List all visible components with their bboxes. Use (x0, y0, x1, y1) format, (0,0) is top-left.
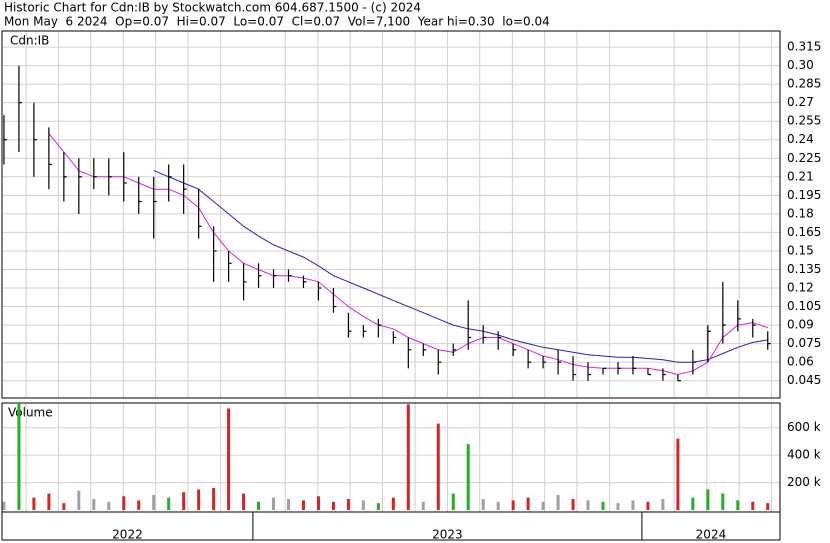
volume-bar (706, 489, 710, 510)
y-tick-label: 600 k (787, 420, 821, 434)
volume-bar (766, 503, 770, 510)
y-tick-label: 0.165 (787, 225, 821, 239)
y-tick-label: 0.225 (787, 151, 821, 165)
volume-bar (736, 500, 740, 510)
symbol-label: Cdn:IB (10, 34, 49, 48)
volume-label: Volume (8, 406, 53, 420)
y-tick-label: 0.27 (787, 95, 814, 109)
volume-bar (556, 494, 560, 510)
y-tick-label: 0.15 (787, 243, 814, 257)
volume-bar (661, 499, 665, 510)
volume-bar (571, 499, 575, 510)
volume-bar (721, 493, 725, 510)
volume-bar (32, 497, 36, 510)
y-tick-label: 200 k (787, 475, 821, 489)
volume-bar (212, 488, 216, 510)
volume-bar (122, 496, 126, 510)
volume-bar (286, 499, 290, 510)
volume-bar (152, 494, 156, 510)
volume-bar (646, 501, 650, 510)
y-tick-label: 0.255 (787, 114, 821, 128)
volume-bar (301, 500, 305, 510)
volume-bar (331, 501, 335, 510)
y-tick-label: 0.21 (787, 169, 814, 183)
y-tick-label: 0.30 (787, 58, 814, 72)
volume-bar (47, 493, 51, 510)
y-tick-label: 0.09 (787, 318, 814, 332)
volume-bar (182, 492, 186, 510)
volume-bar (62, 503, 66, 510)
volume-bar (346, 499, 350, 510)
volume-bar (496, 501, 500, 510)
header-line: Historic Chart for Cdn:IB by Stockwatch.… (4, 1, 421, 15)
y-tick-label: 0.285 (787, 77, 821, 91)
volume-bar (586, 500, 590, 510)
volume-bar (272, 497, 276, 510)
y-tick-label: 0.135 (787, 262, 821, 276)
date-strip (1, 511, 781, 541)
y-tick-label: 0.18 (787, 206, 814, 220)
volume-bar (197, 489, 201, 510)
volume-bar (751, 501, 755, 510)
volume-bar (17, 403, 21, 510)
volume-bar (406, 404, 410, 510)
y-tick-label: 0.195 (787, 188, 821, 202)
x-tick-label: 2023 (432, 528, 463, 542)
volume-bar (242, 493, 246, 510)
volume-bar (601, 501, 605, 510)
volume-bar (257, 501, 261, 510)
volume-bar (421, 501, 425, 510)
volume-bar (92, 499, 96, 510)
volume-bar (526, 497, 530, 510)
volume-panel (1, 402, 781, 513)
header-line: Mon May 6 2024 Op=0.07 Hi=0.07 Lo=0.07 C… (4, 15, 550, 29)
volume-bar (137, 500, 141, 510)
volume-bar (631, 500, 635, 510)
y-tick-label: 0.06 (787, 355, 814, 369)
volume-bar (376, 503, 380, 510)
volume-bar (361, 500, 365, 510)
y-tick-label: 0.315 (787, 40, 821, 54)
volume-bar (511, 500, 515, 510)
x-tick-label: 2022 (112, 528, 143, 542)
volume-bar (436, 423, 440, 510)
volume-bar (391, 497, 395, 510)
volume-bar (107, 501, 111, 510)
volume-bar (451, 493, 455, 510)
y-tick-label: 0.045 (787, 373, 821, 387)
volume-bar (316, 496, 320, 510)
y-tick-label: 400 k (787, 448, 821, 462)
y-tick-label: 0.12 (787, 281, 814, 295)
volume-bar (616, 503, 620, 510)
volume-bar (227, 408, 231, 510)
volume-bar (167, 497, 171, 510)
price-panel (1, 30, 781, 399)
volume-bar (77, 490, 81, 510)
volume-bar (2, 501, 6, 510)
volume-bar (481, 499, 485, 510)
y-tick-label: 0.105 (787, 299, 821, 313)
volume-bar (676, 438, 680, 510)
moving-average (153, 170, 768, 363)
x-tick-label: 2024 (696, 528, 727, 542)
volume-bar (691, 497, 695, 510)
volume-bar (541, 501, 545, 510)
volume-bar (466, 444, 470, 510)
y-tick-label: 0.24 (787, 132, 814, 146)
y-tick-label: 0.075 (787, 336, 821, 350)
